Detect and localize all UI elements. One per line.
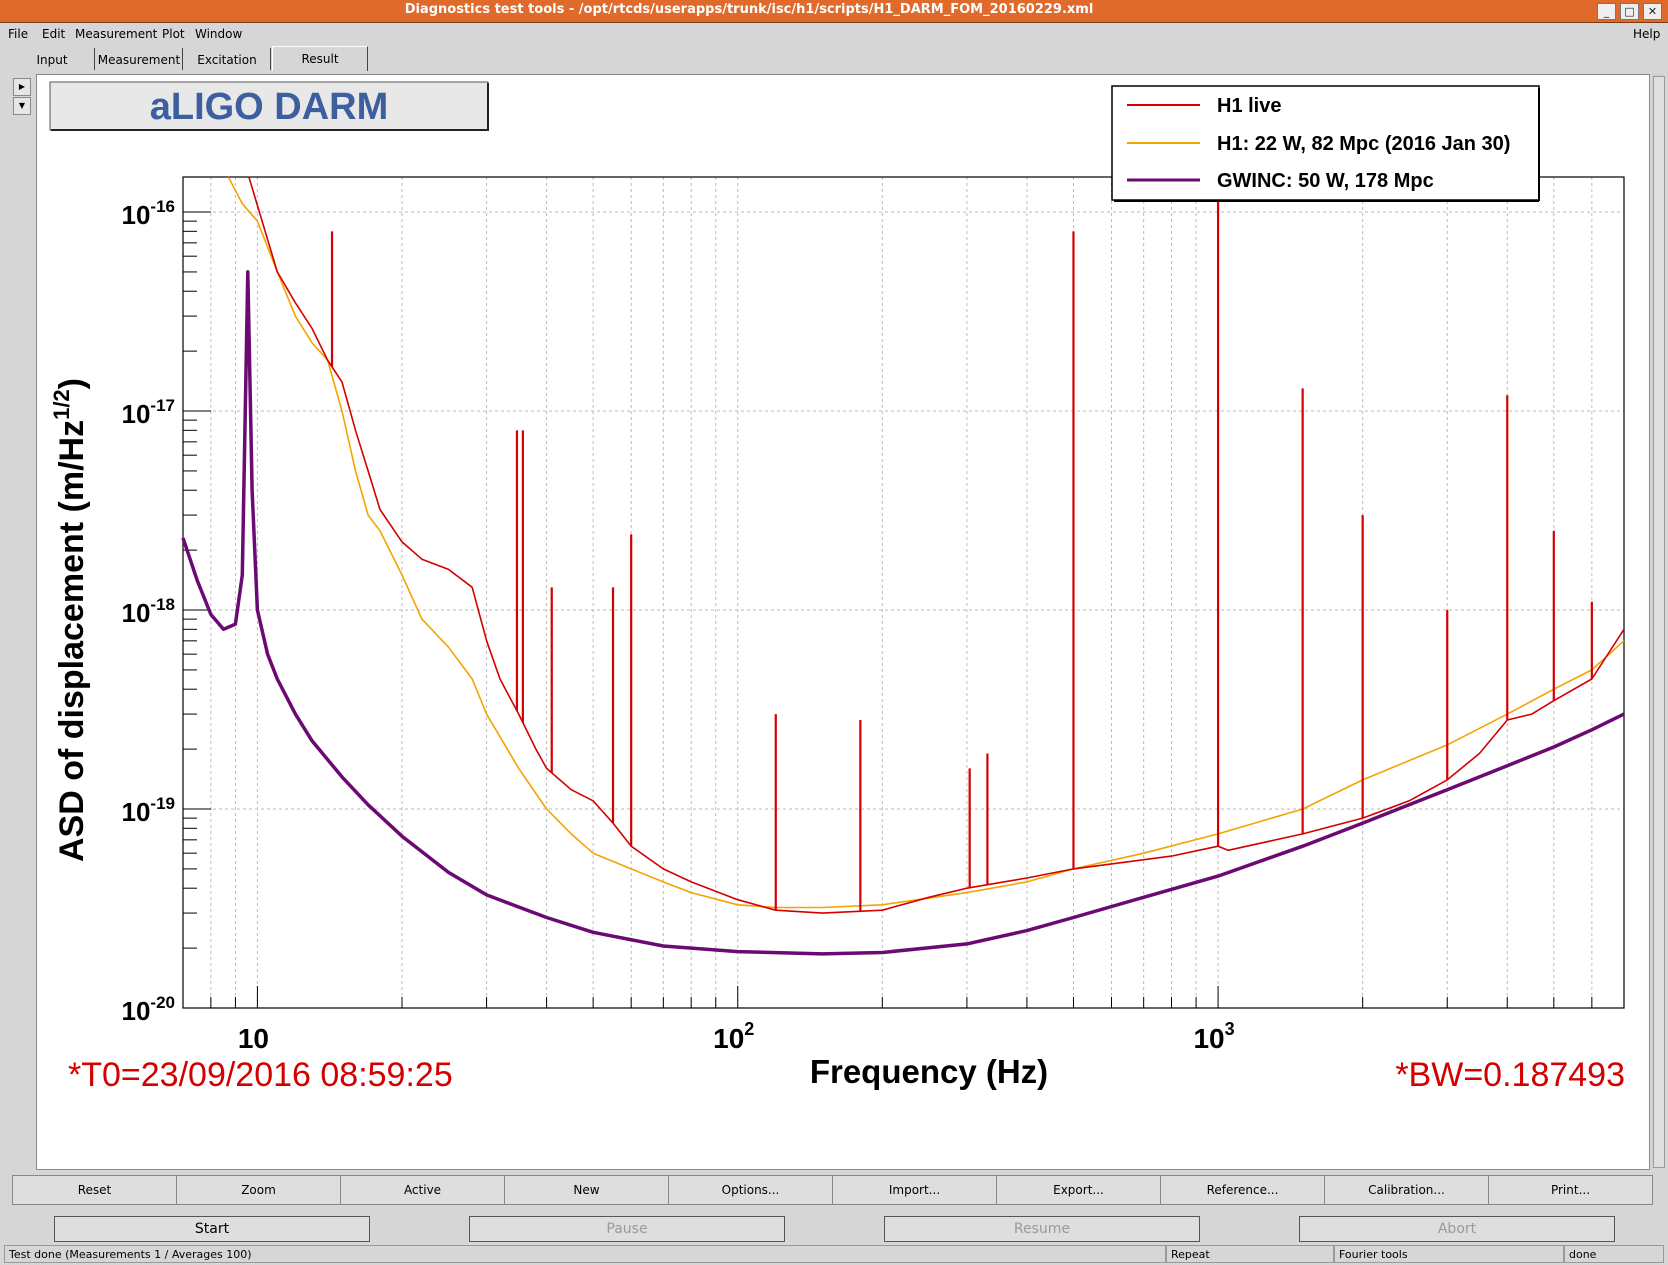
reference-button[interactable]: Reference... [1160,1175,1325,1205]
series-line-2 [181,270,1625,956]
x-axis-label: Frequency (Hz) [810,1053,1048,1090]
plot-canvas[interactable]: 10-16 10-17 10-18 10-19 10-20 10 102 103 aLIGO… [36,74,1650,1170]
plot-title: aLIGO DARM [150,86,389,128]
expand-down-icon[interactable]: ▼ [13,97,31,115]
y-axis-label: ASD of displacement (m/Hz1/2) [49,378,91,862]
menu-window[interactable]: Window [195,27,243,41]
options-button[interactable]: Options... [668,1175,833,1205]
menu-plot[interactable]: Plot [162,27,185,41]
calibration-button[interactable]: Calibration... [1324,1175,1489,1205]
plot-grid [182,177,1625,1009]
tab-bar: Input Measurement Excitation Result [0,46,1668,71]
status-repeat: Repeat [1166,1245,1334,1263]
tab-measurement[interactable]: Measurement [96,48,183,70]
x-tick-labels: 10 102 103 [238,1019,1235,1054]
close-icon[interactable]: ✕ [1643,3,1662,20]
status-fourier-tools: Fourier tools [1334,1245,1564,1263]
vertical-scrollbar[interactable] [1652,74,1665,1168]
legend-entry-h1-reference: H1: 22 W, 82 Mpc (2016 Jan 30) [1217,133,1510,155]
maximize-icon[interactable]: □ [1620,3,1639,20]
legend-entry-gwinc: GWINC: 50 W, 178 Mpc [1217,170,1434,192]
window-titlebar[interactable]: Diagnostics test tools - /opt/rtcds/user… [0,0,1668,23]
y-tick-label: 10-18 [122,595,176,628]
title-box: aLIGO DARM [49,81,489,131]
menu-file[interactable]: File [8,27,29,41]
x-tick-label: 103 [1193,1019,1234,1054]
new-button[interactable]: New [504,1175,669,1205]
plot-axes-box [182,176,1625,1009]
menu-measurement[interactable]: Measurement [75,27,158,41]
reset-button[interactable]: Reset [12,1175,177,1205]
tab-result[interactable]: Result [272,46,368,71]
tab-input[interactable]: Input [10,48,95,70]
zoom-button[interactable]: Zoom [176,1175,341,1205]
y-tick-label: 10-20 [122,993,176,1026]
menu-edit[interactable]: Edit [42,27,66,41]
series-line-1 [227,176,1625,909]
start-button[interactable]: Start [54,1216,370,1242]
import-button[interactable]: Import... [832,1175,997,1205]
legend: H1 live H1: 22 W, 82 Mpc (2016 Jan 30) G… [1111,85,1540,202]
bw-annotation: *BW=0.187493 [1395,1056,1625,1094]
abort-button[interactable]: Abort [1299,1216,1615,1242]
asd-plot[interactable]: 10-16 10-17 10-18 10-19 10-20 10 102 103 aLIGO… [37,75,1649,1169]
axis-ticks [182,211,1625,1009]
expand-right-icon[interactable]: ▶ [13,78,31,96]
y-tick-label: 10-19 [122,794,176,827]
y-tick-labels: 10-16 10-17 10-18 10-19 10-20 [122,197,176,1026]
y-tick-label: 10-17 [122,396,176,429]
status-done: done [1564,1245,1664,1263]
minimize-icon[interactable]: _ [1597,3,1616,20]
window-title: Diagnostics test tools - /opt/rtcds/user… [404,2,1094,17]
legend-entry-h1-live: H1 live [1217,95,1281,117]
export-button[interactable]: Export... [996,1175,1161,1205]
resume-button[interactable]: Resume [884,1216,1200,1242]
t0-annotation: *T0=23/09/2016 08:59:25 [68,1056,453,1094]
scrollbar-thumb[interactable] [1653,76,1665,1168]
active-button[interactable]: Active [340,1175,505,1205]
print-button[interactable]: Print... [1488,1175,1653,1205]
plot-series [181,176,1625,956]
tab-excitation[interactable]: Excitation [184,48,271,70]
x-tick-label: 102 [713,1019,754,1054]
menu-bar: File Edit Measurement Plot Window Help [0,23,1668,43]
status-message: Test done (Measurements 1 / Averages 100… [4,1245,1166,1263]
series-line-0 [248,176,1625,914]
pause-button[interactable]: Pause [469,1216,785,1242]
menu-help[interactable]: Help [1633,27,1661,41]
x-tick-label: 10 [238,1023,269,1054]
y-tick-label: 10-16 [122,197,176,230]
